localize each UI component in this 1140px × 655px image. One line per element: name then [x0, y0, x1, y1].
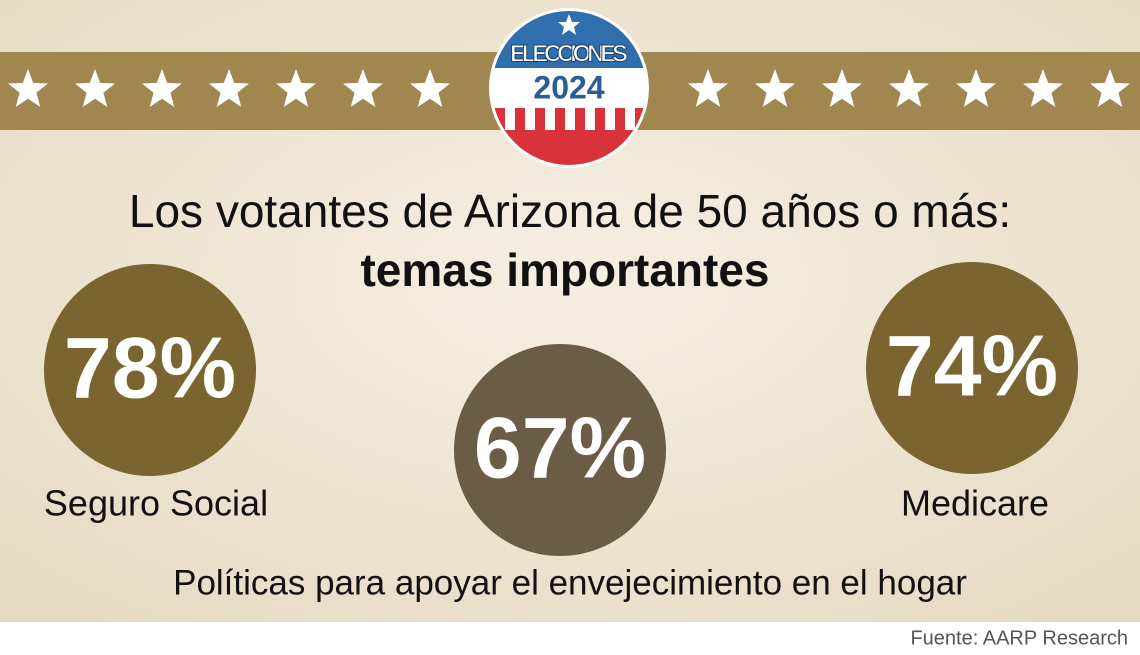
stat-label: Políticas para apoyar el envejecimiento … — [173, 563, 967, 602]
source: Fuente: AARP Research — [910, 627, 1128, 649]
stat-label: Medicare — [901, 483, 1049, 524]
star — [410, 69, 450, 107]
stat-value: 67% — [474, 401, 646, 497]
title-line2: temas importantes — [360, 244, 769, 296]
stat-circle — [454, 344, 666, 556]
badge-star — [558, 14, 580, 35]
badge-top-text: ELECCIONES — [510, 40, 628, 67]
star — [276, 69, 316, 107]
star — [343, 69, 383, 107]
star — [209, 69, 249, 107]
stat-value: 78% — [64, 321, 236, 417]
badge-stripes — [505, 108, 635, 130]
star — [1023, 69, 1063, 107]
star — [688, 69, 728, 107]
star — [755, 69, 795, 107]
star — [142, 69, 182, 107]
footer-strip — [0, 622, 1140, 655]
stars — [8, 69, 1130, 107]
star — [1090, 69, 1130, 107]
stat-label: Seguro Social — [44, 483, 268, 524]
stat-circle — [866, 262, 1078, 474]
badge: ELECCIONES 2024 — [489, 8, 649, 168]
star — [889, 69, 929, 107]
star — [75, 69, 115, 107]
badge-mid — [492, 68, 646, 108]
stat-value: 74% — [886, 319, 1058, 415]
badge-year: 2024 — [533, 69, 604, 105]
star — [8, 69, 48, 107]
star — [956, 69, 996, 107]
stat-circle — [44, 264, 256, 476]
title-line1: Los votantes de Arizona de 50 años o más… — [129, 185, 1011, 237]
star — [822, 69, 862, 107]
